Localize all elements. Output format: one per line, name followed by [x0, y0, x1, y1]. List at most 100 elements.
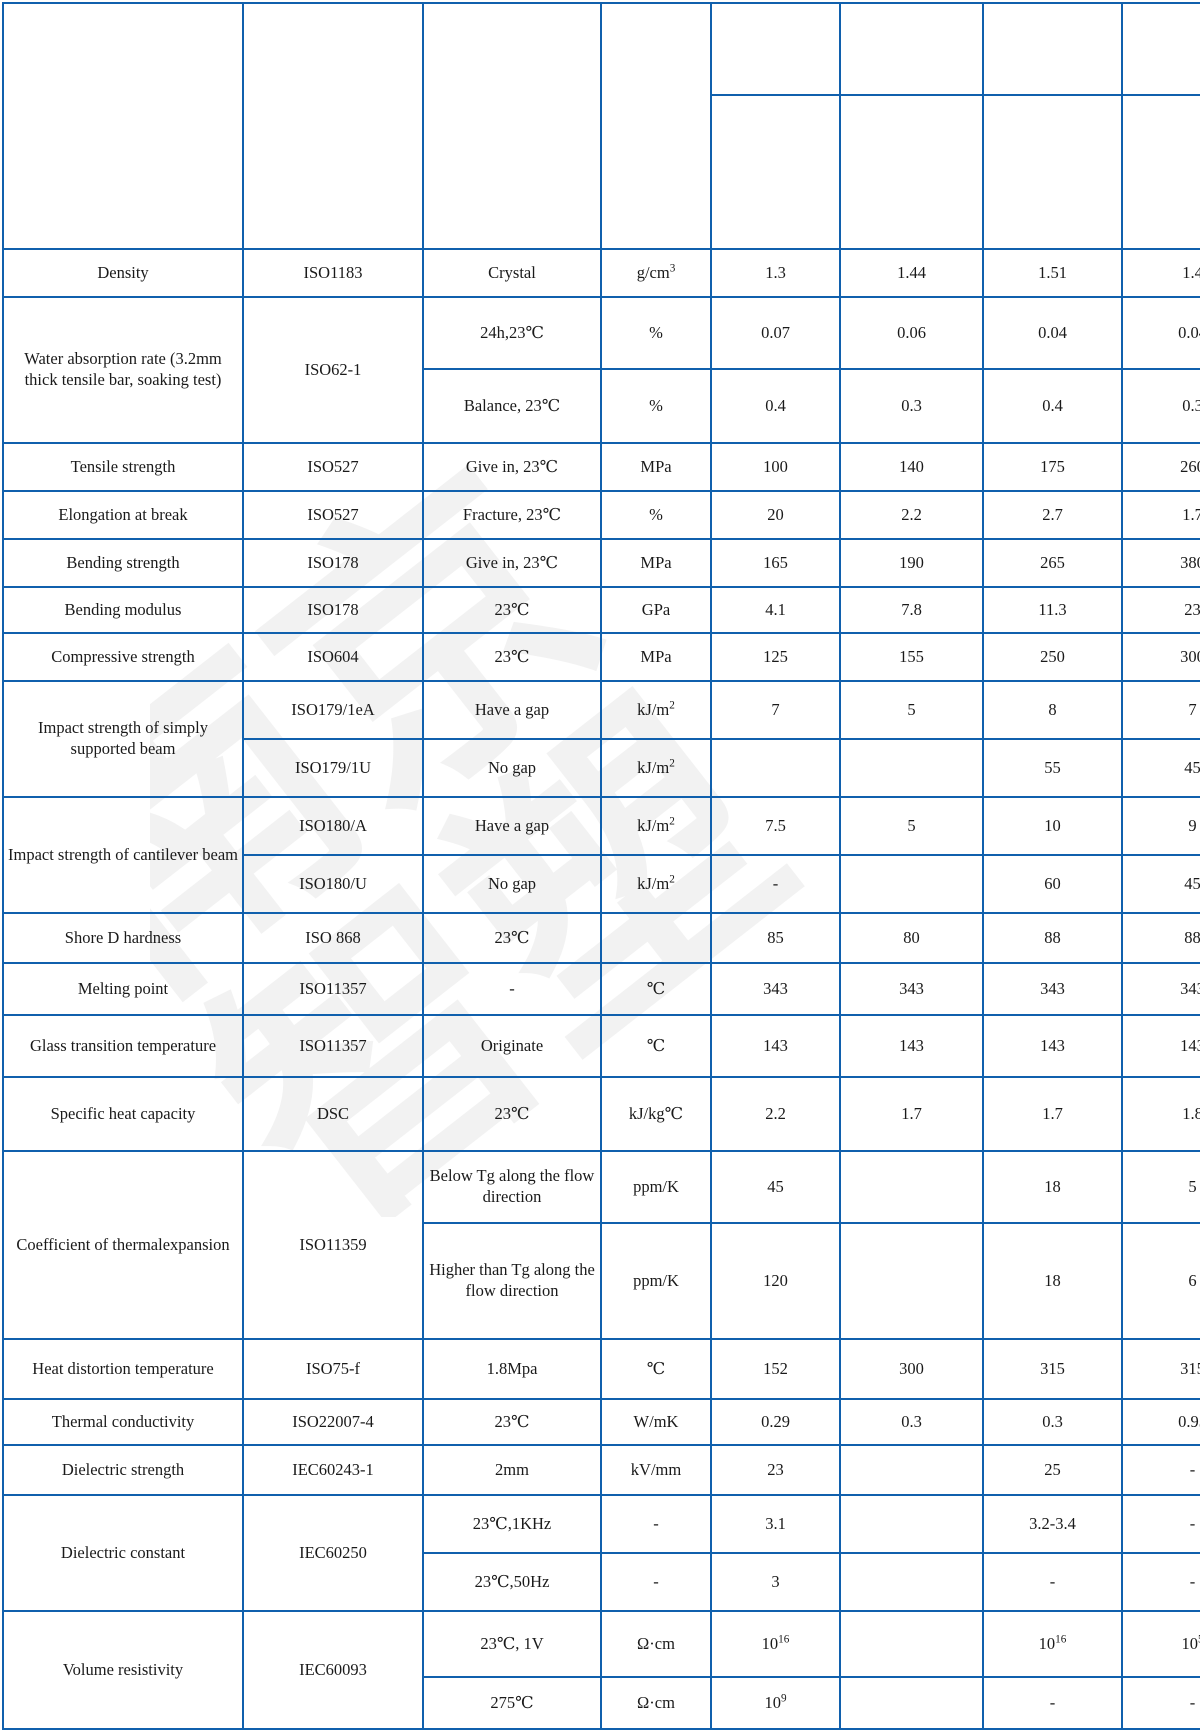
- cell-value-NJSSPEEK-FC1030: 5: [840, 681, 983, 739]
- cell-test-condition: 2mm: [423, 1445, 601, 1495]
- cell-value-NJSSPEEK-G1030: 25: [983, 1445, 1122, 1495]
- cell-value-NJSSPEEK-FC1030: [840, 1223, 983, 1339]
- cell-value-NJSSPEEK-FC1030: [840, 1445, 983, 1495]
- cell-test-criteria: ISO527: [243, 491, 423, 539]
- cell-unit: kJ/m2: [601, 739, 711, 797]
- cell-unit: kJ/m2: [601, 855, 711, 913]
- cell-value-NJSSPEEK-G1030: 2.7: [983, 491, 1122, 539]
- cell-value-NJSSPEEK-G1030: 18: [983, 1151, 1122, 1223]
- cell-test-item: Volume resistivity: [3, 1611, 243, 1729]
- cell-value-NJSSPEEK-FC1030: [840, 1677, 983, 1729]
- cell-test-criteria: IEC60243-1: [243, 1445, 423, 1495]
- cell-value-NJSSPEEK-FC1030: 0.3: [840, 369, 983, 443]
- cell-unit: -: [601, 1553, 711, 1611]
- cell-value-NJSSPEEK-1000: 20: [711, 491, 840, 539]
- cell-value-NJSSPEEK-1000: 120: [711, 1223, 840, 1339]
- cell-value-NJSSPEEK-C1030: -: [1122, 1553, 1200, 1611]
- cell-value-NJSSPEEK-1000: 23: [711, 1445, 840, 1495]
- cell-value-NJSSPEEK-C1030: 23: [1122, 587, 1200, 633]
- header-product-desc-2: It contains 30% glass fiber: [983, 95, 1122, 249]
- cell-unit: %: [601, 491, 711, 539]
- cell-value-NJSSPEEK-1000: 100: [711, 443, 840, 491]
- cell-value-NJSSPEEK-G1030: 88: [983, 913, 1122, 963]
- cell-value-NJSSPEEK-C1030: 260: [1122, 443, 1200, 491]
- cell-unit: kJ/kg℃: [601, 1077, 711, 1151]
- cell-value-NJSSPEEK-G1030: 11.3: [983, 587, 1122, 633]
- cell-test-item: Impact strength of cantilever beam: [3, 797, 243, 913]
- cell-value-NJSSPEEK-FC1030: [840, 1151, 983, 1223]
- table-row: Water absorption rate (3.2mm thick tensi…: [3, 297, 1200, 369]
- cell-value-NJSSPEEK-FC1030: [840, 1611, 983, 1677]
- cell-value-NJSSPEEK-1000: 1.3: [711, 249, 840, 297]
- cell-value-NJSSPEEK-1000: -: [711, 855, 840, 913]
- cell-test-condition: 23℃: [423, 1077, 601, 1151]
- cell-test-condition: No gap: [423, 739, 601, 797]
- cell-unit: [601, 913, 711, 963]
- cell-value-NJSSPEEK-1000: 0.4: [711, 369, 840, 443]
- cell-value-NJSSPEEK-FC1030: 0.3: [840, 1399, 983, 1445]
- cell-value-NJSSPEEK-1000: 343: [711, 963, 840, 1015]
- cell-unit: g/cm3: [601, 249, 711, 297]
- cell-value-NJSSPEEK-G1030: 1016: [983, 1611, 1122, 1677]
- cell-value-NJSSPEEK-1000: 125: [711, 633, 840, 681]
- cell-value-NJSSPEEK-C1030: 343: [1122, 963, 1200, 1015]
- cell-value-NJSSPEEK-C1030: 6: [1122, 1223, 1200, 1339]
- cell-value-NJSSPEEK-G1030: 250: [983, 633, 1122, 681]
- product-code-line2-2: G1030: [1029, 49, 1076, 68]
- cell-test-criteria: ISO180/U: [243, 855, 423, 913]
- cell-value-NJSSPEEK-C1030: 45: [1122, 739, 1200, 797]
- cell-unit: GPa: [601, 587, 711, 633]
- cell-value-NJSSPEEK-1000: 143: [711, 1015, 840, 1077]
- cell-value-NJSSPEEK-G1030: 265: [983, 539, 1122, 587]
- cell-test-criteria: ISO22007-4: [243, 1399, 423, 1445]
- cell-test-condition: 275℃: [423, 1677, 601, 1729]
- cell-test-condition: Crystal: [423, 249, 601, 297]
- cell-value-NJSSPEEK-FC1030: 190: [840, 539, 983, 587]
- cell-value-NJSSPEEK-C1030: -: [1122, 1495, 1200, 1553]
- table-header: Test items Test criteria Test conditions…: [3, 3, 1200, 249]
- cell-test-condition: 23℃: [423, 587, 601, 633]
- table-row: Impact strength of simply supported beam…: [3, 681, 1200, 739]
- cell-unit: ℃: [601, 1339, 711, 1399]
- cell-test-item: Melting point: [3, 963, 243, 1015]
- cell-test-criteria: ISO11359: [243, 1151, 423, 1339]
- cell-test-condition: Have a gap: [423, 681, 601, 739]
- cell-test-criteria: ISO179/1U: [243, 739, 423, 797]
- cell-test-condition: Give in, 23℃: [423, 443, 601, 491]
- cell-test-condition: 23℃: [423, 633, 601, 681]
- cell-value-NJSSPEEK-C1030: -: [1122, 1677, 1200, 1729]
- cell-test-item: Thermal conductivity: [3, 1399, 243, 1445]
- cell-value-NJSSPEEK-C1030: 88: [1122, 913, 1200, 963]
- cell-test-item: Density: [3, 249, 243, 297]
- cell-value-NJSSPEEK-1000: 2.2: [711, 1077, 840, 1151]
- cell-test-item: Water absorption rate (3.2mm thick tensi…: [3, 297, 243, 443]
- cell-value-NJSSPEEK-C1030: 1.8: [1122, 1077, 1200, 1151]
- cell-test-condition: Have a gap: [423, 797, 601, 855]
- cell-test-item: Bending modulus: [3, 587, 243, 633]
- cell-unit: ppm/K: [601, 1151, 711, 1223]
- cell-value-NJSSPEEK-1000: 7: [711, 681, 840, 739]
- cell-unit: MPa: [601, 443, 711, 491]
- cell-test-item: Tensile strength: [3, 443, 243, 491]
- cell-value-NJSSPEEK-C1030: -: [1122, 1445, 1200, 1495]
- cell-unit: ℃: [601, 1015, 711, 1077]
- cell-value-NJSSPEEK-1000: 3.1: [711, 1495, 840, 1553]
- cell-value-NJSSPEEK-FC1030: 1.44: [840, 249, 983, 297]
- cell-value-NJSSPEEK-1000: 152: [711, 1339, 840, 1399]
- header-product-code-0: NJSSPEE K-1000: [711, 3, 840, 95]
- cell-test-criteria: ISO178: [243, 587, 423, 633]
- cell-value-NJSSPEEK-FC1030: 343: [840, 963, 983, 1015]
- cell-test-criteria: ISO75-f: [243, 1339, 423, 1399]
- cell-test-criteria: DSC: [243, 1077, 423, 1151]
